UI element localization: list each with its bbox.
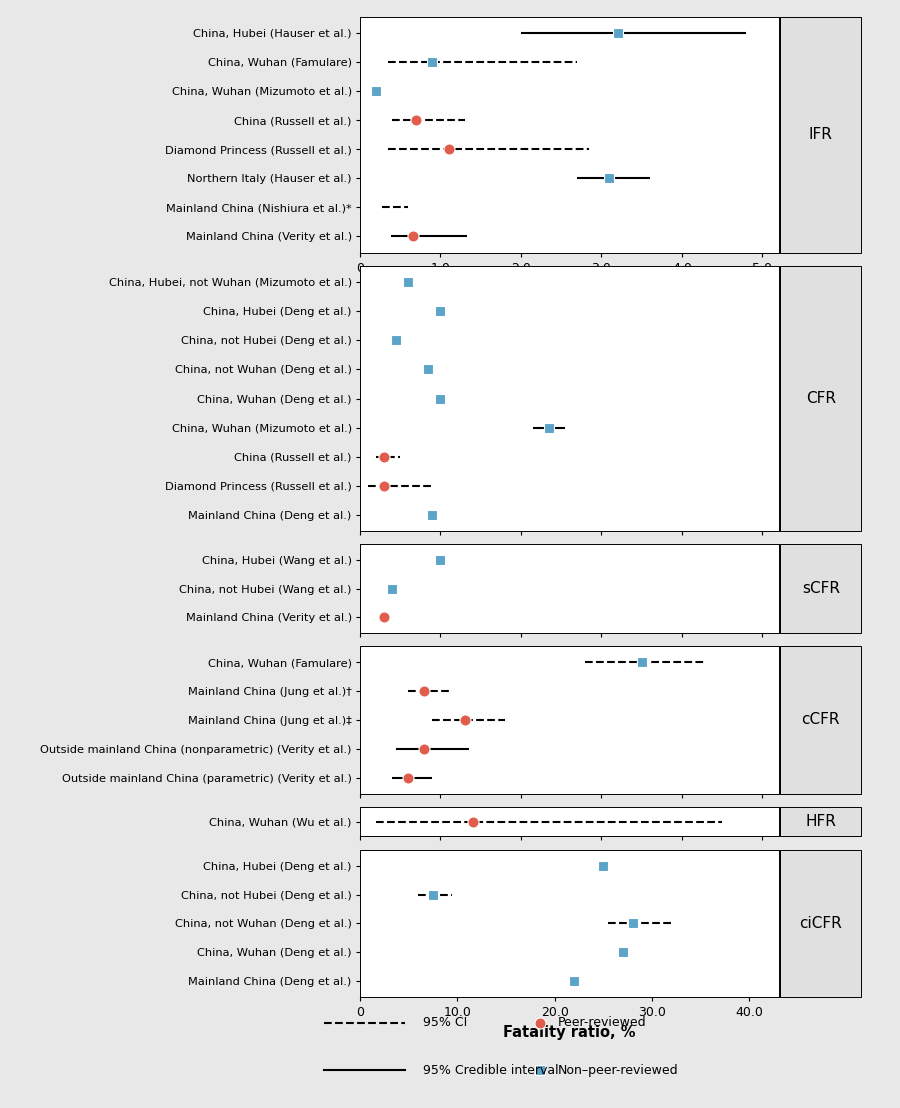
Text: 95% CI: 95% CI: [423, 1016, 467, 1029]
Text: ciCFR: ciCFR: [799, 916, 842, 931]
Text: cCFR: cCFR: [802, 712, 840, 728]
Text: sCFR: sCFR: [802, 582, 840, 596]
Text: CFR: CFR: [806, 391, 836, 406]
X-axis label: Fatality ratio, %: Fatality ratio, %: [503, 280, 635, 295]
Text: HFR: HFR: [806, 814, 836, 829]
Text: Non–peer-reviewed: Non–peer-reviewed: [558, 1064, 679, 1077]
Text: Peer-reviewed: Peer-reviewed: [558, 1016, 646, 1029]
X-axis label: Fatality ratio, %: Fatality ratio, %: [503, 1025, 635, 1039]
Text: 95% Credible interval: 95% Credible interval: [423, 1064, 559, 1077]
Text: IFR: IFR: [809, 127, 832, 142]
